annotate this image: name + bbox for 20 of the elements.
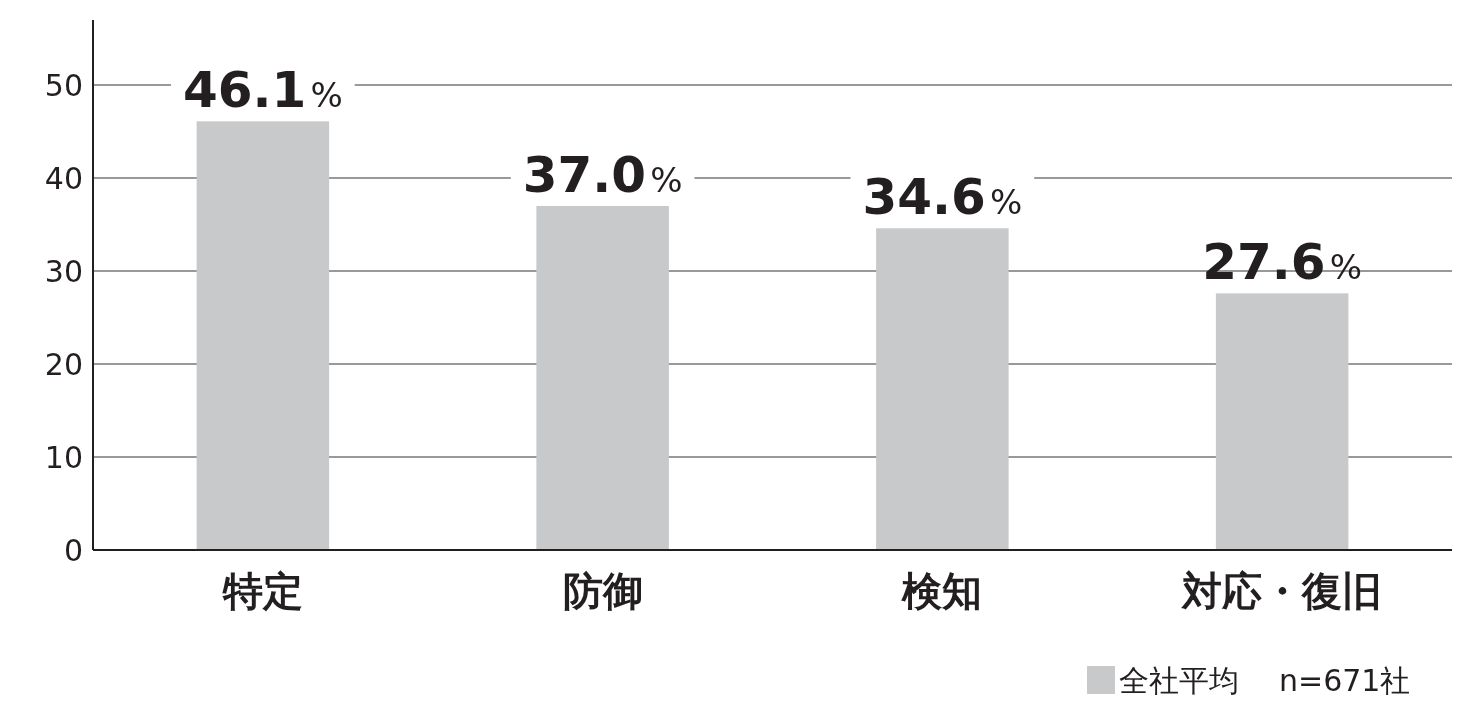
- bar: [1215, 293, 1349, 550]
- data-label: 46.1%: [183, 61, 343, 120]
- x-tick-label: 防御: [562, 568, 643, 614]
- y-tick-label: 10: [44, 439, 83, 475]
- bar: [536, 205, 669, 550]
- data-label: 37.0%: [522, 145, 683, 204]
- x-tick-label: 対応・復旧: [1181, 568, 1383, 614]
- data-label: 27.6%: [1202, 233, 1362, 292]
- bar: [196, 121, 330, 550]
- y-tick-label: 0: [63, 532, 83, 568]
- x-tick-label: 検知: [901, 568, 983, 614]
- y-tick-label: 50: [44, 67, 83, 103]
- y-tick-label: 30: [44, 253, 83, 289]
- y-tick-label: 40: [44, 160, 83, 196]
- legend-label: 全社平均: [1119, 662, 1239, 698]
- x-tick-label: 特定: [221, 568, 303, 614]
- bar: [876, 228, 1009, 550]
- data-label: 34.6%: [862, 168, 1023, 227]
- legend: 全社平均 n=671社: [1087, 662, 1411, 698]
- y-tick-label: 20: [44, 346, 83, 382]
